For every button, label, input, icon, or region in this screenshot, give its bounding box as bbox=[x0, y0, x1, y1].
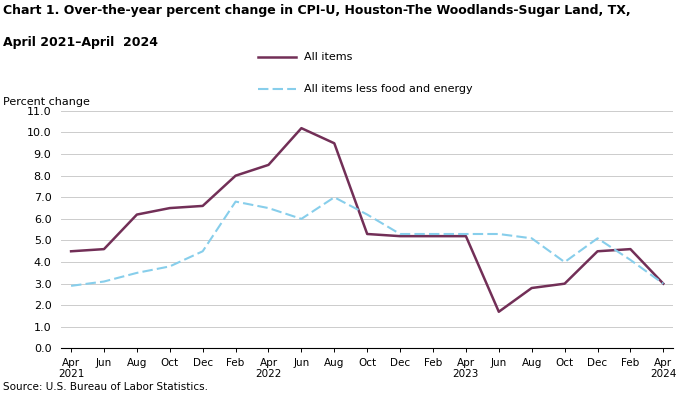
All items bbox=[199, 204, 207, 208]
Text: All items less food and energy: All items less food and energy bbox=[304, 84, 473, 94]
All items bbox=[363, 232, 371, 236]
All items bbox=[528, 286, 536, 290]
All items bbox=[133, 212, 141, 217]
All items less food and energy bbox=[495, 232, 503, 236]
All items less food and energy bbox=[100, 279, 108, 284]
All items less food and energy bbox=[67, 284, 75, 288]
All items bbox=[594, 249, 602, 254]
All items bbox=[659, 281, 667, 286]
Text: April 2021–April  2024: April 2021–April 2024 bbox=[3, 36, 158, 49]
All items less food and energy bbox=[297, 217, 305, 221]
All items less food and energy bbox=[265, 206, 273, 210]
All items less food and energy bbox=[133, 270, 141, 275]
Text: Percent change: Percent change bbox=[3, 97, 90, 107]
All items less food and energy bbox=[594, 236, 602, 241]
All items less food and energy bbox=[659, 281, 667, 286]
All items less food and energy bbox=[528, 236, 536, 241]
All items less food and energy bbox=[626, 257, 634, 262]
All items bbox=[626, 247, 634, 251]
All items bbox=[560, 281, 568, 286]
All items less food and energy bbox=[363, 212, 371, 217]
All items less food and energy bbox=[166, 264, 174, 269]
All items bbox=[100, 247, 108, 251]
All items bbox=[231, 173, 239, 178]
Line: All items: All items bbox=[71, 128, 663, 312]
All items bbox=[330, 141, 339, 146]
All items less food and energy bbox=[330, 195, 339, 200]
Text: Source: U.S. Bureau of Labor Statistics.: Source: U.S. Bureau of Labor Statistics. bbox=[3, 382, 208, 392]
All items bbox=[297, 126, 305, 131]
Text: Chart 1. Over-the-year percent change in CPI-U, Houston-The Woodlands-Sugar Land: Chart 1. Over-the-year percent change in… bbox=[3, 4, 631, 17]
All items bbox=[67, 249, 75, 254]
All items bbox=[166, 206, 174, 210]
All items less food and energy bbox=[429, 232, 437, 236]
All items bbox=[265, 162, 273, 167]
All items less food and energy bbox=[231, 199, 239, 204]
Text: All items: All items bbox=[304, 52, 352, 63]
All items less food and energy bbox=[560, 260, 568, 265]
All items bbox=[495, 309, 503, 314]
All items less food and energy bbox=[199, 249, 207, 254]
All items less food and energy bbox=[462, 232, 470, 236]
All items bbox=[429, 234, 437, 238]
All items bbox=[462, 234, 470, 238]
All items less food and energy bbox=[396, 232, 404, 236]
Line: All items less food and energy: All items less food and energy bbox=[71, 197, 663, 286]
All items bbox=[396, 234, 404, 238]
